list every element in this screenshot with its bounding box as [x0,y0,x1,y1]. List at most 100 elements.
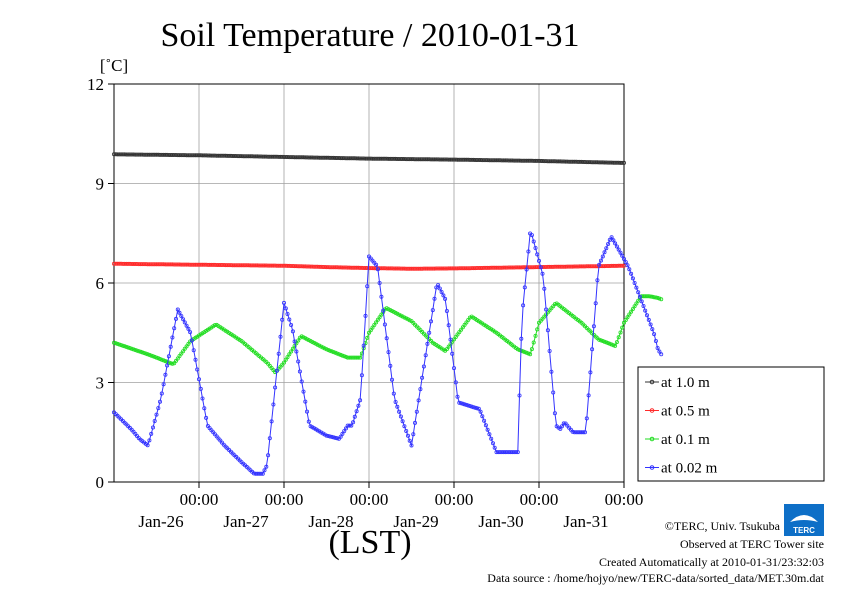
data-point [622,320,627,325]
data-point [281,300,286,305]
data-point [630,306,635,311]
data-point [285,355,290,360]
data-point [214,153,219,158]
x-tick-date-label: Jan-31 [563,512,608,531]
series-line [113,295,662,373]
data-point [535,158,540,163]
data-point [404,428,409,433]
data-point [351,420,356,425]
data-point [521,303,526,308]
data-point [602,264,607,269]
data-point [604,340,609,345]
data-point [157,399,162,404]
data-point [524,267,529,272]
copyright-text: ©TERC, Univ. Tsukuba [665,519,781,533]
data-point [652,295,657,300]
data-point [250,154,255,159]
data-point [595,160,600,165]
data-point [335,265,340,270]
data-point [609,235,614,240]
data-point [398,414,403,419]
data-point [188,330,193,335]
data-point [469,404,474,409]
data-point [140,350,145,355]
data-point [572,159,577,164]
legend-marker [649,379,655,385]
data-point [554,264,559,269]
data-point [485,158,490,163]
data-point [356,403,361,408]
data-point [212,153,217,158]
data-point [646,317,651,322]
data-point [115,341,120,346]
data-point [365,284,370,289]
data-point [237,263,242,268]
data-point [281,360,286,365]
data-point [462,402,467,407]
data-point [552,159,557,164]
data-point [549,369,554,374]
x-tick-time-label: 00:00 [435,490,474,509]
data-point [154,412,159,417]
data-point [514,450,519,455]
data-point [510,265,515,270]
data-point [299,264,304,269]
data-point [436,283,441,288]
data-point [306,419,311,424]
data-point [285,311,290,316]
data-point [382,156,387,161]
data-point [157,152,162,157]
data-point [165,363,170,368]
legend: at 1.0 m at 0.5 m at 0.1 m at 0.02 m [637,366,825,482]
data-point [659,297,664,302]
data-point [382,266,387,271]
terc-logo: TERC [784,504,824,536]
data-point [583,430,588,435]
data-point [455,266,460,271]
y-tick-label: 6 [96,274,105,293]
data-point [361,343,366,348]
grid-lines [114,84,625,482]
y-tick-label: 12 [87,75,104,94]
data-point [333,435,338,440]
data-point [354,409,359,414]
data-point [359,265,364,270]
data-point [469,157,474,162]
data-point [411,432,416,437]
data-point [342,429,347,434]
data-point [260,471,265,476]
data-point [560,159,565,164]
data-point [492,265,497,270]
data-point [159,262,164,267]
data-point [299,155,304,160]
data-point [622,256,627,261]
data-point [296,338,301,343]
data-point [402,156,407,161]
data-point [600,254,605,259]
data-point [352,414,357,419]
data-point [200,396,205,401]
data-point [304,409,309,414]
data-point [173,316,178,321]
chart-title: Soil Temperature / 2010-01-31 [160,17,579,54]
data-point [377,156,382,161]
data-point [490,441,495,446]
data-point [397,409,402,414]
data-point [505,158,510,163]
data-point [127,261,132,266]
data-point [427,330,432,335]
legend-marker [649,436,655,442]
data-point [420,266,425,271]
data-point [581,430,586,435]
data-point [375,267,380,272]
x-tick-date-label: Jan-28 [308,512,353,531]
data-point [347,423,352,428]
series-at-1-0-m [112,152,627,165]
data-point [400,156,405,161]
data-point [533,333,538,338]
data-point [345,156,350,161]
data-point [607,341,612,346]
data-point [331,435,336,440]
data-point [425,157,430,162]
data-point [602,160,607,165]
